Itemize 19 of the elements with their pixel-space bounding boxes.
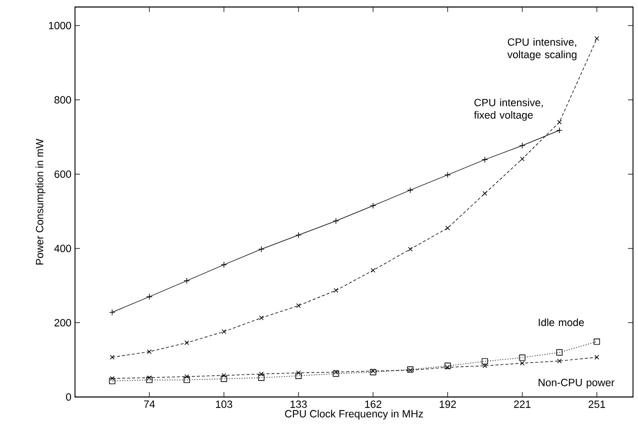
x-tick-label: 251 [588,400,606,408]
y-tick-label: 800 [54,96,72,104]
x-tick-label: 103 [216,400,232,408]
series-label: Idle mode [538,318,584,326]
y-tick-label: 600 [54,170,72,178]
x-tick-label: 162 [365,400,382,408]
y-tick-label: 200 [54,319,72,326]
series-label: CPU intensive, fixed voltage [474,98,543,121]
x-tick-label: 133 [290,400,307,408]
x-tick-label: 192 [440,400,456,408]
x-axis-title: CPU Clock Frequency in MHz [285,410,423,420]
y-tick-label: 1000 [49,22,72,30]
y-tick-label: 400 [54,244,72,252]
y-axis-title: Power Consumption in mW [36,138,46,265]
series-label: Non-CPU power [538,378,614,388]
x-tick-label: 74 [144,400,155,408]
series-label: CPU intensive, voltage scaling [507,38,576,60]
y-tick-label: 0 [66,393,72,401]
x-tick-label: 221 [514,400,530,408]
